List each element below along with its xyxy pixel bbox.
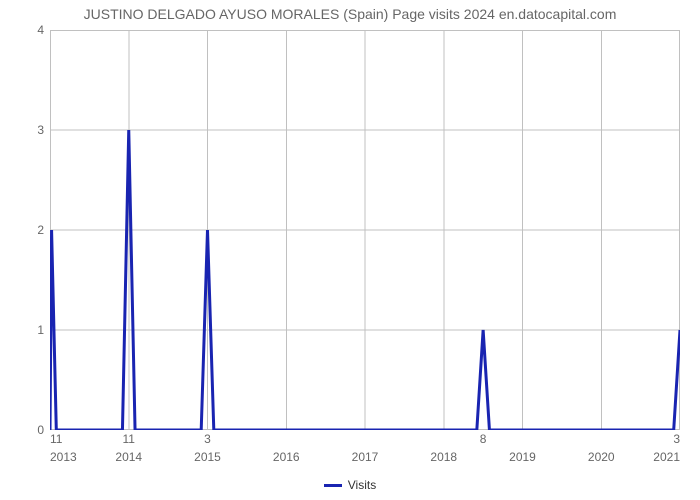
x-tick-label: 2013: [50, 450, 77, 464]
y-tick-label: 0: [37, 423, 44, 437]
chart-legend: Visits: [0, 478, 700, 492]
y-tick-label: 1: [37, 323, 44, 337]
x-tick-label: 2020: [588, 450, 615, 464]
x-tick-label: 2016: [273, 450, 300, 464]
x-tick-label: 2014: [115, 450, 142, 464]
x-tick-label: 2021: [653, 450, 680, 464]
chart-plot: [50, 30, 680, 430]
y-tick-label: 3: [37, 123, 44, 137]
x-tick-label: 2015: [194, 450, 221, 464]
x-tick-label: 2018: [430, 450, 457, 464]
y-tick-label: 2: [37, 223, 44, 237]
data-point-label: 3: [204, 432, 211, 446]
x-tick-label: 2017: [352, 450, 379, 464]
data-point-label: 3: [673, 432, 680, 446]
data-point-label: 8: [480, 432, 487, 446]
x-tick-label: 2019: [509, 450, 536, 464]
data-point-label: 11: [123, 432, 135, 446]
legend-label: Visits: [348, 478, 376, 492]
legend-swatch: [324, 484, 342, 487]
y-tick-label: 4: [37, 23, 44, 37]
data-point-label: 11: [50, 432, 62, 446]
chart-title: JUSTINO DELGADO AYUSO MORALES (Spain) Pa…: [0, 6, 700, 22]
